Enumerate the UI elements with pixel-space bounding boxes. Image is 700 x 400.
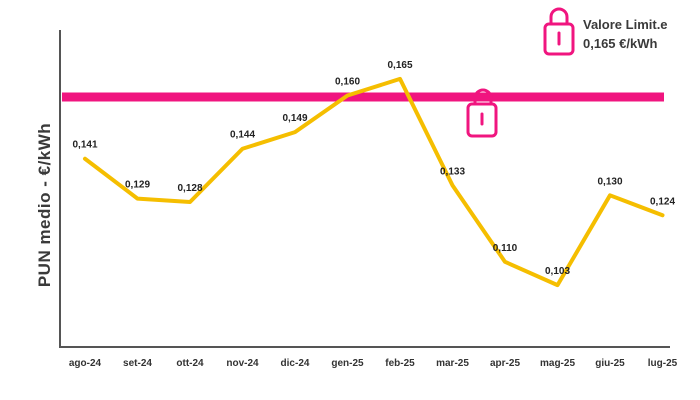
x-tick-label: set-24	[123, 358, 152, 369]
data-label: 0,129	[125, 180, 150, 191]
x-tick-label: ott-24	[176, 358, 204, 369]
x-tick-label: gen-25	[331, 358, 364, 369]
data-label: 0,160	[335, 77, 360, 88]
data-label: 0,128	[177, 183, 202, 194]
x-tick-label: nov-24	[226, 358, 259, 369]
reference-label-title: Valore Limit.e	[583, 17, 668, 32]
x-tick-label: dic-24	[281, 358, 310, 369]
x-tick-label: ago-24	[69, 358, 102, 369]
data-label: 0,124	[650, 196, 675, 207]
data-label: 0,103	[545, 266, 570, 277]
series-line	[83, 76, 665, 288]
x-tick-label: mar-25	[436, 358, 469, 369]
x-tick-label: giu-25	[595, 358, 625, 369]
x-tick-label: apr-25	[490, 358, 520, 369]
data-label: 0,110	[493, 243, 518, 254]
data-label: 0,130	[597, 176, 622, 187]
lock-icon	[543, 7, 575, 56]
y-axis-label: PUN medio - €/kWh	[35, 123, 54, 287]
lock-icon	[466, 88, 498, 138]
data-label: 0,141	[72, 140, 97, 151]
data-label: 0,133	[440, 166, 465, 177]
data-label: 0,149	[282, 113, 307, 124]
x-tick-label: feb-25	[385, 358, 415, 369]
x-tick-label: lug-25	[648, 358, 678, 369]
data-label: 0,144	[230, 130, 255, 141]
x-tick-label: mag-25	[540, 358, 575, 369]
reference-label-value: 0,165 €/kWh	[583, 36, 657, 51]
data-label: 0,165	[387, 60, 412, 71]
